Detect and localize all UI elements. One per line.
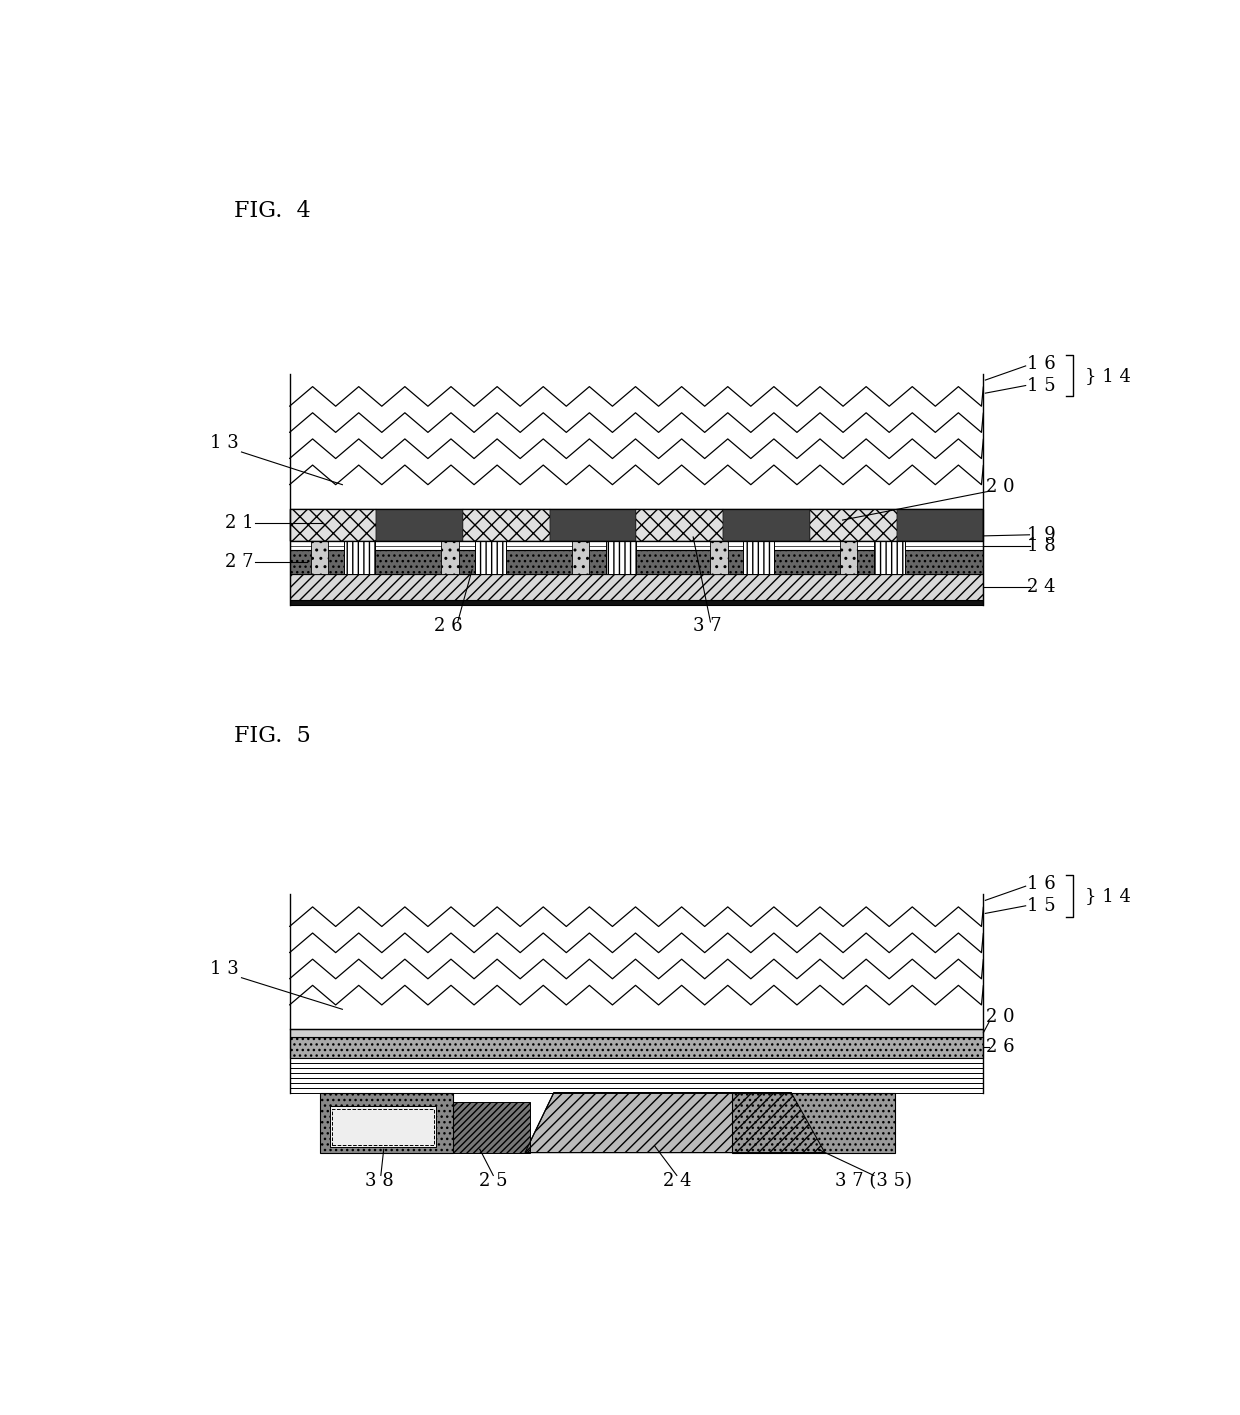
- Text: 2 4: 2 4: [662, 1172, 691, 1190]
- FancyBboxPatch shape: [345, 542, 374, 574]
- Polygon shape: [525, 1092, 825, 1153]
- FancyBboxPatch shape: [636, 508, 723, 542]
- FancyBboxPatch shape: [572, 542, 589, 574]
- FancyBboxPatch shape: [841, 542, 858, 574]
- FancyBboxPatch shape: [810, 508, 897, 542]
- FancyBboxPatch shape: [376, 508, 463, 542]
- FancyBboxPatch shape: [290, 1029, 983, 1037]
- Text: } 1 4: } 1 4: [1085, 887, 1131, 906]
- Text: 3 7 (3 5): 3 7 (3 5): [836, 1172, 913, 1190]
- Text: } 1 4: } 1 4: [1085, 366, 1131, 385]
- FancyBboxPatch shape: [290, 600, 983, 604]
- Text: 1 3: 1 3: [210, 959, 238, 978]
- Text: 1 8: 1 8: [1027, 536, 1055, 555]
- FancyBboxPatch shape: [549, 508, 636, 542]
- Text: 1 6: 1 6: [1027, 355, 1055, 372]
- Text: 1 3: 1 3: [210, 434, 238, 453]
- FancyBboxPatch shape: [290, 1037, 983, 1058]
- Text: 3 8: 3 8: [365, 1172, 393, 1190]
- FancyBboxPatch shape: [290, 542, 983, 550]
- Text: 2 7: 2 7: [226, 553, 254, 572]
- Text: 1 9: 1 9: [1027, 526, 1055, 543]
- FancyBboxPatch shape: [290, 508, 376, 542]
- FancyBboxPatch shape: [732, 1092, 895, 1153]
- FancyBboxPatch shape: [320, 1092, 453, 1153]
- FancyBboxPatch shape: [453, 1102, 529, 1153]
- FancyBboxPatch shape: [711, 542, 728, 574]
- FancyBboxPatch shape: [290, 290, 983, 508]
- Text: 1 5: 1 5: [1027, 897, 1055, 914]
- Text: 1 6: 1 6: [1027, 874, 1055, 893]
- Text: 2 0: 2 0: [986, 1009, 1016, 1026]
- FancyBboxPatch shape: [605, 542, 636, 574]
- Text: 2 6: 2 6: [434, 617, 463, 635]
- Text: 2 6: 2 6: [986, 1039, 1016, 1057]
- FancyBboxPatch shape: [874, 542, 905, 574]
- FancyBboxPatch shape: [743, 542, 774, 574]
- Text: 2 1: 2 1: [226, 515, 254, 532]
- FancyBboxPatch shape: [463, 508, 549, 542]
- FancyBboxPatch shape: [897, 508, 983, 542]
- Text: 1 5: 1 5: [1027, 376, 1055, 395]
- Text: FIG.  4: FIG. 4: [234, 201, 310, 222]
- Text: 2 5: 2 5: [479, 1172, 507, 1190]
- FancyBboxPatch shape: [330, 1107, 435, 1148]
- FancyBboxPatch shape: [475, 542, 506, 574]
- FancyBboxPatch shape: [290, 550, 983, 574]
- FancyBboxPatch shape: [311, 542, 327, 574]
- FancyBboxPatch shape: [441, 542, 459, 574]
- Text: 2 0: 2 0: [986, 478, 1016, 495]
- FancyBboxPatch shape: [290, 828, 983, 1029]
- Text: FIG.  5: FIG. 5: [234, 726, 310, 747]
- Text: 2 4: 2 4: [1027, 579, 1055, 596]
- Text: 3 7: 3 7: [693, 617, 722, 635]
- FancyBboxPatch shape: [290, 574, 983, 600]
- FancyBboxPatch shape: [723, 508, 810, 542]
